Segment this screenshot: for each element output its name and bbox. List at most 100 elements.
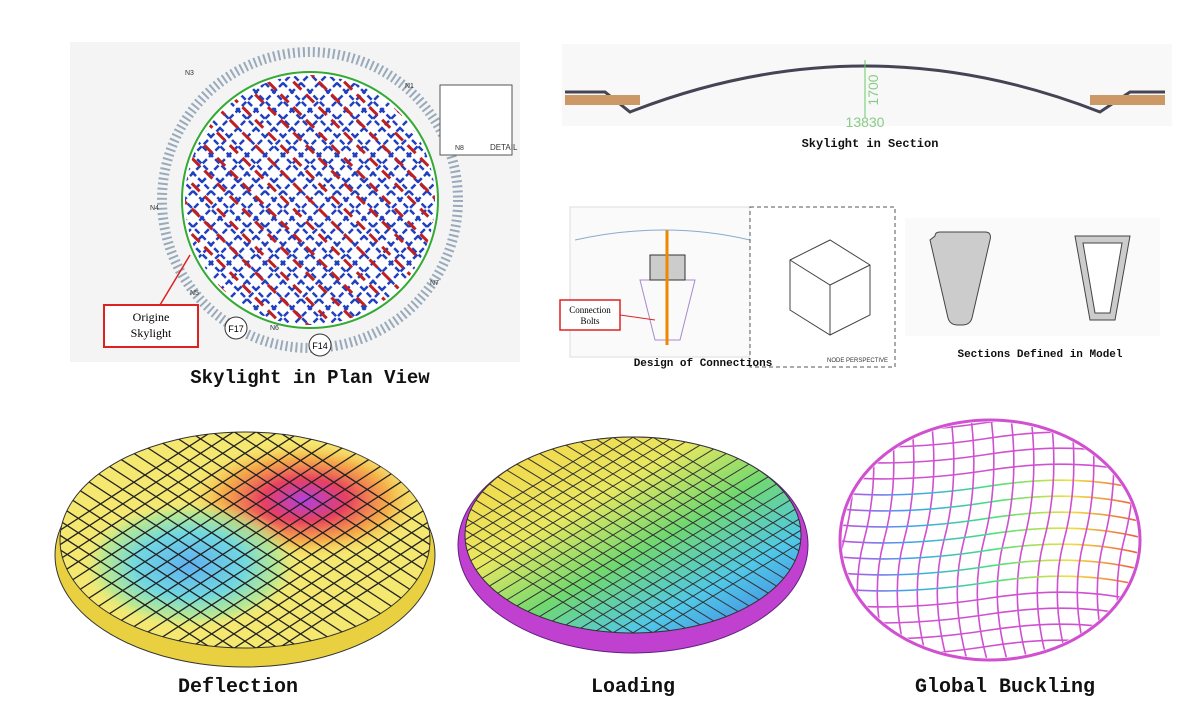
plan-member bbox=[381, 118, 392, 129]
plan-member bbox=[355, 118, 366, 129]
plan-beam bbox=[185, 75, 435, 325]
plan-member bbox=[343, 182, 354, 193]
dome-member bbox=[465, 437, 774, 633]
plan-member bbox=[381, 194, 392, 206]
dome-member bbox=[244, 432, 430, 648]
plan-member bbox=[216, 207, 227, 218]
plan-member bbox=[203, 144, 214, 155]
dome-member bbox=[632, 437, 801, 633]
plan-member bbox=[292, 283, 303, 294]
plan-member bbox=[293, 31, 301, 39]
plan-member bbox=[292, 182, 303, 193]
plan-member bbox=[343, 258, 354, 269]
plan-member bbox=[228, 271, 239, 282]
plan-member bbox=[317, 283, 328, 294]
plan-member bbox=[279, 144, 290, 155]
plan-member bbox=[228, 118, 239, 129]
dome-member bbox=[60, 432, 268, 648]
plan-member bbox=[190, 182, 201, 193]
node-label: N4 bbox=[150, 205, 159, 212]
callout-text: Skylight bbox=[131, 326, 172, 340]
plan-member bbox=[393, 156, 404, 167]
dome-member bbox=[612, 437, 801, 633]
plan-member bbox=[254, 194, 265, 206]
plan-member bbox=[393, 131, 404, 142]
plan-member bbox=[292, 309, 303, 320]
dome-member bbox=[60, 432, 335, 648]
conn-callout-text: Bolts bbox=[580, 316, 600, 326]
callout-arrow bbox=[159, 254, 191, 306]
plan-member bbox=[216, 233, 227, 244]
dim-span: 13830 bbox=[846, 114, 885, 130]
buckle-member bbox=[1056, 422, 1075, 658]
plan-member bbox=[241, 283, 252, 294]
plan-member bbox=[406, 144, 417, 155]
plan-member bbox=[319, 31, 327, 39]
plan-member bbox=[292, 106, 303, 117]
caption: Loading bbox=[591, 676, 675, 699]
plan-member bbox=[203, 169, 214, 180]
dome-member bbox=[133, 432, 430, 648]
plan-member bbox=[355, 144, 366, 155]
plan-member bbox=[266, 309, 277, 320]
plan-member bbox=[330, 144, 341, 155]
plan-ring bbox=[157, 47, 463, 353]
dome-member bbox=[632, 437, 801, 633]
dome-member bbox=[592, 437, 801, 633]
plan-member bbox=[185, 194, 189, 206]
plan-member bbox=[254, 93, 265, 104]
plan-member bbox=[266, 258, 277, 269]
plan-member bbox=[381, 169, 392, 180]
plan-member bbox=[304, 220, 316, 231]
plan-member bbox=[304, 169, 316, 180]
plan-member bbox=[266, 156, 277, 167]
plan-member bbox=[419, 207, 430, 218]
dome-member bbox=[465, 437, 634, 633]
plan-member bbox=[254, 245, 265, 256]
plan-member bbox=[317, 131, 328, 142]
plan-member bbox=[203, 220, 214, 231]
plan-member bbox=[330, 271, 341, 282]
plan-member bbox=[381, 245, 392, 256]
plan-member bbox=[343, 283, 354, 294]
plan-member bbox=[381, 220, 392, 231]
dome-member bbox=[465, 437, 634, 633]
node-label: N3 bbox=[185, 70, 194, 77]
plan-member bbox=[355, 245, 366, 256]
plan-member bbox=[393, 233, 404, 244]
dome-member bbox=[465, 437, 694, 633]
buckle-member bbox=[842, 511, 1138, 528]
plan-member bbox=[343, 207, 354, 218]
plan-beam bbox=[185, 75, 435, 325]
plan-member bbox=[254, 169, 265, 180]
plan-beam bbox=[199, 75, 435, 325]
plan-member bbox=[306, 18, 314, 26]
def-min bbox=[80, 500, 300, 630]
plan-member bbox=[406, 194, 417, 206]
plan-member bbox=[279, 271, 290, 282]
plan-member bbox=[216, 131, 227, 142]
plan-member bbox=[279, 220, 290, 231]
plan-member bbox=[317, 207, 328, 218]
plan-member bbox=[241, 182, 252, 193]
plan-member bbox=[393, 182, 404, 193]
plan-member bbox=[203, 194, 214, 206]
buckle-member bbox=[896, 422, 915, 658]
plan-member bbox=[317, 80, 328, 91]
plan-member bbox=[292, 80, 303, 91]
plan-member bbox=[254, 271, 265, 282]
plan-member bbox=[343, 156, 354, 167]
dome-member bbox=[465, 437, 754, 633]
buckle-member bbox=[842, 575, 1138, 592]
plan-member bbox=[393, 207, 404, 218]
plan-member bbox=[368, 182, 379, 193]
dim-height: 1700 bbox=[865, 74, 881, 105]
plan-member bbox=[254, 220, 265, 231]
caption: Global Buckling bbox=[915, 676, 1095, 699]
plan-member bbox=[190, 233, 201, 244]
plan-member bbox=[431, 194, 435, 206]
buckle-member bbox=[842, 479, 1138, 496]
node-label: N6 bbox=[270, 325, 279, 332]
plan-member bbox=[330, 245, 341, 256]
conn-callout-box bbox=[559, 299, 621, 331]
